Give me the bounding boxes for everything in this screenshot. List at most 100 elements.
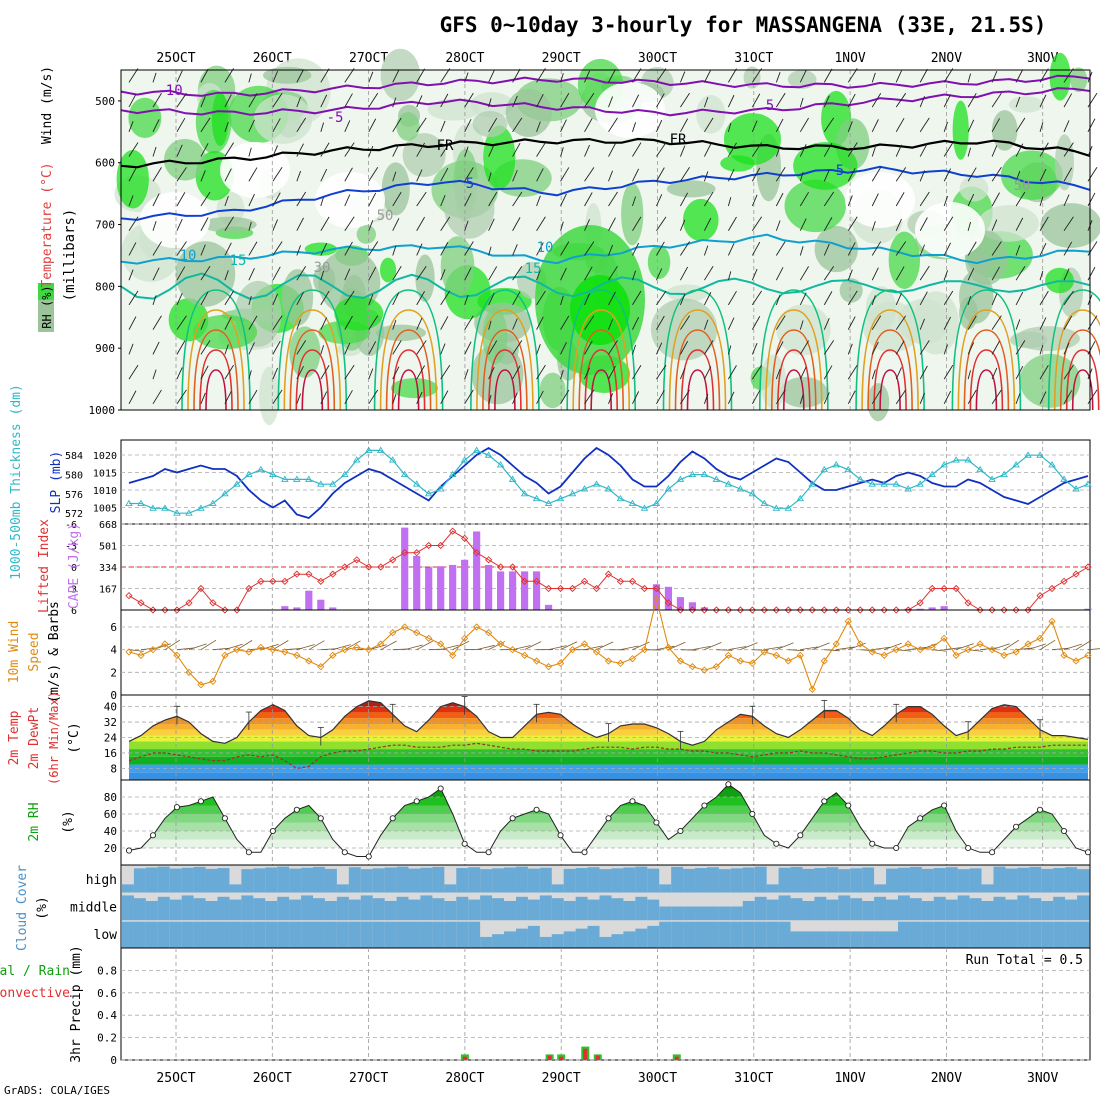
wind-barb [248,221,252,231]
cloud-cover-bar [265,921,278,948]
cloud-cover-bar [432,898,445,921]
rh-shading [647,245,671,280]
rh-marker [845,802,852,809]
wind-barb [632,344,637,355]
cloud-cover-bar [1029,921,1042,948]
wind-barb [847,168,856,182]
lifted-index-marker [904,606,912,614]
thickness-marker [784,504,793,511]
cloud-cover-bar [862,900,875,921]
ylabel-thickness: 1000-500mb Thickness (dm) [9,384,24,580]
rh-marker [197,798,204,805]
cape-tick-label: 668 [99,520,117,531]
rh-marker [773,840,780,847]
cloud-cover-bar [802,931,815,948]
thickness-marker [1048,461,1056,468]
boundary-layer-contour [686,369,709,411]
wind-barb [703,292,712,306]
wind-barb [1063,390,1073,405]
wind-barb [919,392,926,404]
cloud-cover-bar [241,895,254,921]
wind-barb [536,68,546,83]
wind-barb [512,265,523,281]
cloud-cover-bar [933,868,947,893]
boundary-layer-contour [470,289,540,411]
wind-barb [608,117,618,133]
wind-barb [943,168,952,182]
thickness-marker [688,470,697,478]
wind-barb [919,68,928,83]
cloud-cover-bar [611,934,624,948]
bottom-date-axis: 25OCT 26OCT 27OCT 28OCT 29OCT 30OCT 31OCT 1NOV 2… [156,1071,1058,1086]
rh-tick-label: 60 [104,808,117,821]
wind-speed-marker [592,648,601,656]
wind-barb [656,364,667,380]
contour-label: -10 [157,83,182,99]
wind-barb [871,267,879,281]
wind-barb [488,192,498,207]
lifted-index-marker [808,606,816,614]
cloud-cover-bar [981,900,994,921]
wind-barb [680,118,689,133]
wind-barb [991,389,1002,405]
boundary-layer-contour [867,329,913,411]
boundary-layer-contour [385,329,432,411]
wind-barb [200,217,209,231]
wind-barb [296,69,304,83]
cloud-cover-bar [862,867,875,893]
thickness-marker [472,446,481,453]
wind-barb [871,146,876,157]
rh-band [129,822,1088,831]
wind-barb [943,216,954,231]
thickness-marker [173,509,181,516]
wind-barb [200,365,209,380]
rh-shading [380,48,421,102]
wind-barb [584,219,590,231]
wind-barb [224,364,234,380]
wind-barb [536,242,544,256]
cloud-cover-bar [277,866,290,893]
wind-barb [368,266,377,281]
wind-barb [727,317,735,330]
wind-barb [823,216,833,231]
cloud-cover-bar [695,906,708,921]
lifted-index-marker [952,584,960,593]
boundary-layer-contour [584,349,618,411]
wind-barb [272,389,283,405]
wind-barb [128,121,134,132]
wind-barb [248,119,255,133]
wind-speed-marker [832,640,840,648]
wind-barb [1063,167,1073,182]
cloud-cover-bar [945,921,958,948]
cloud-cover-bar [814,868,827,893]
wind-barb [440,167,449,182]
lifted-index-marker [185,599,193,607]
wind-barb [727,94,735,108]
bottom-date-label: 28OCT [445,1071,484,1086]
cloud-cover-bar [527,899,541,921]
wind-barb [680,266,689,281]
wind-barb [128,343,134,355]
wind-barb [320,243,328,256]
wind-barb [392,143,400,157]
wind-barb [416,317,423,330]
cloud-cover-bar [515,896,529,921]
wind-barb [775,341,784,355]
cloud-cover-bar [157,921,171,948]
temperature-tick-label: 24 [104,732,118,745]
cloud-cover-bar [551,884,565,893]
wind-barb [584,92,595,108]
cloud-cover-bar [814,896,827,921]
wind-barb [404,644,423,651]
cloud-cover-bar [468,921,481,948]
wind-barb [895,367,902,380]
rh-shading [839,278,863,303]
wind-barb [1039,365,1049,380]
pressure-tick-label: 500 [95,95,115,108]
wind-barb [680,368,686,380]
contour-label: -5 [327,110,344,126]
cloud-cover-bar [384,921,397,948]
rh-shading [959,175,989,202]
thickness-marker [281,475,289,482]
rh-shading [440,236,475,297]
